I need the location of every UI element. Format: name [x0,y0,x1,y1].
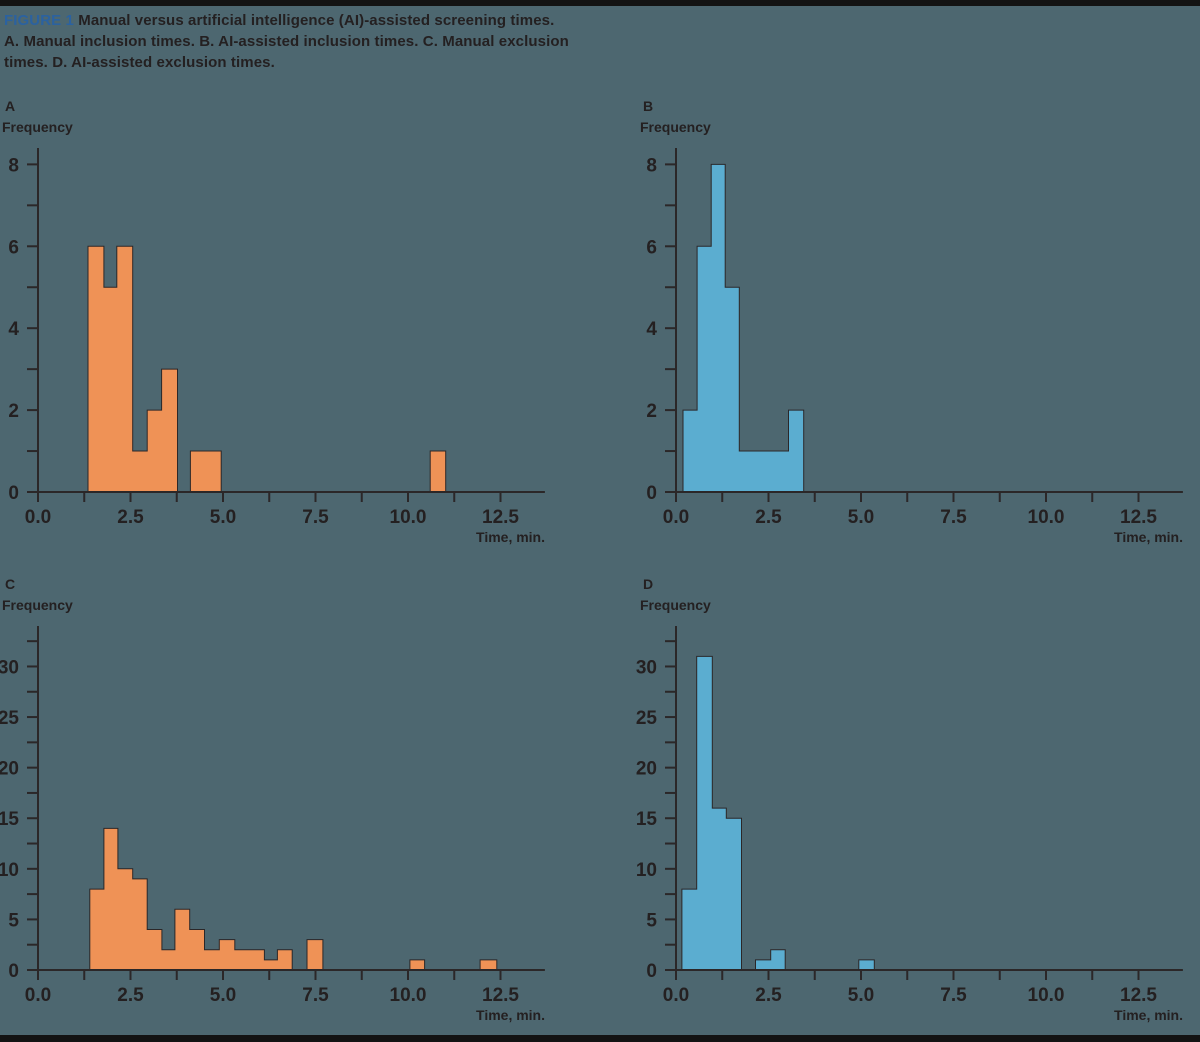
y-tick-label: 30 [636,657,657,678]
histogram-shape [681,655,742,971]
caption-line-2: A. Manual inclusion times. B. AI-assiste… [4,33,569,50]
x-axis-title: Time, min. [476,1007,545,1023]
y-axis-title: Frequency [640,119,711,135]
x-tick-label: 0.0 [25,507,51,528]
histogram-shape [306,939,324,971]
histogram-shape [479,959,498,971]
y-tick-label: 0 [8,483,19,504]
y-tick-label: 6 [646,237,657,258]
y-axis-title: Frequency [2,597,73,613]
x-axis-title: Time, min. [1114,1007,1183,1023]
x-tick-label: 12.5 [482,507,519,528]
x-tick-label: 0.0 [663,985,689,1006]
x-tick-label: 7.5 [940,985,967,1006]
caption-line-1-text: Manual versus artificial intelligence (A… [73,12,555,29]
y-tick-label: 10 [636,860,657,881]
x-tick-label: 2.5 [117,985,144,1006]
histogram-shape [682,163,805,493]
y-axis-title: Frequency [2,119,73,135]
x-tick-label: 12.5 [482,985,519,1006]
histogram-panel-a: 0.0 2.5 5.0 7.5 10.0 12.5 0 2 4 6 8 A Frequency Time,… [2,98,545,545]
histogram-shape [755,949,786,971]
y-tick-label: 25 [0,708,19,729]
x-axis-title: Time, min. [1114,529,1183,545]
x-tick-label: 10.0 [1028,985,1065,1006]
y-tick-label: 5 [8,910,19,931]
x-tick-label: 7.5 [940,507,967,528]
x-tick-label: 12.5 [1120,507,1157,528]
y-tick-label: 0 [646,961,657,982]
y-tick-label: 6 [8,237,19,258]
top-border-bar [0,0,1200,6]
y-tick-label: 2 [646,401,657,422]
figure-caption: FIGURE 1 Manual versus artificial intell… [4,10,604,73]
x-tick-label: 7.5 [302,507,329,528]
histogram-panel-c: 0.0 2.5 5.0 7.5 10.0 12.5 0 5 10 15 20 25 30 C Frequen… [0,576,545,1023]
x-tick-label: 7.5 [302,985,329,1006]
x-tick-label: 0.0 [25,985,51,1006]
histogram-shape [89,827,293,971]
panel-letter: C [5,576,15,592]
histogram-shape [409,959,426,971]
x-tick-label: 2.5 [755,985,782,1006]
y-tick-label: 4 [646,319,657,340]
y-axis-title: Frequency [640,597,711,613]
y-tick-label: 30 [0,657,19,678]
histogram-shape [87,245,178,493]
y-tick-label: 25 [636,708,658,729]
x-tick-label: 10.0 [1028,507,1065,528]
x-tick-label: 10.0 [390,507,427,528]
y-tick-label: 8 [8,155,19,176]
y-tick-label: 20 [0,759,19,780]
y-tick-label: 0 [646,483,657,504]
y-tick-label: 5 [646,910,657,931]
y-tick-label: 20 [636,759,657,780]
histogram-shape [429,450,447,493]
caption-line-3: times. D. AI-assisted exclusion times. [4,54,275,71]
y-tick-label: 2 [8,401,19,422]
y-tick-label: 10 [0,860,19,881]
x-tick-label: 2.5 [117,507,144,528]
y-tick-label: 15 [636,809,658,830]
histogram-panel-b: 0.0 2.5 5.0 7.5 10.0 12.5 0 2 4 6 8 B Frequency Time,… [640,98,1183,545]
x-tick-label: 10.0 [390,985,427,1006]
histogram-shape [858,959,875,971]
x-tick-label: 5.0 [210,985,236,1006]
x-axis-title: Time, min. [476,529,545,545]
panel-letter: B [643,98,653,114]
y-tick-label: 0 [8,961,19,982]
x-tick-label: 0.0 [663,507,689,528]
panel-letter: A [5,98,15,114]
bottom-border-bar [0,1035,1200,1042]
x-tick-label: 5.0 [848,507,874,528]
figure-label: FIGURE 1 [4,12,74,29]
histogram-panel-d: 0.0 2.5 5.0 7.5 10.0 12.5 0 5 10 15 20 25 30 D Frequen… [636,576,1183,1023]
y-tick-label: 15 [0,809,19,830]
x-tick-label: 12.5 [1120,985,1157,1006]
x-tick-label: 5.0 [848,985,874,1006]
x-tick-label: 2.5 [755,507,782,528]
x-tick-label: 5.0 [210,507,236,528]
panel-letter: D [643,576,653,592]
y-tick-label: 8 [646,155,657,176]
caption-line-1: FIGURE 1 Manual versus artificial intell… [4,10,604,31]
y-tick-label: 4 [8,319,19,340]
histogram-shape [189,450,222,493]
